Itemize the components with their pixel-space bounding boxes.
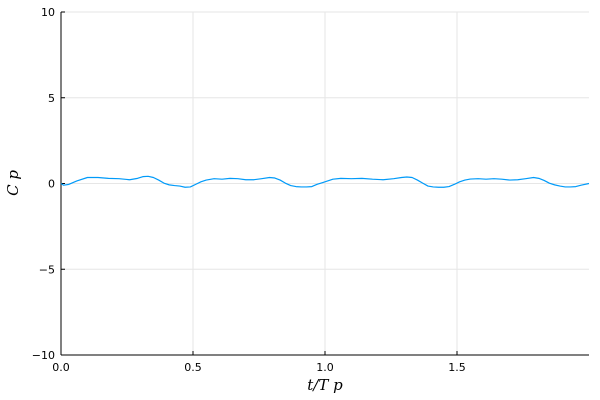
x-axis-label: t/T p bbox=[307, 376, 343, 394]
y-axis-label: C p bbox=[4, 170, 22, 196]
grid bbox=[60, 11, 589, 356]
y-tick-label: −10 bbox=[32, 349, 55, 362]
series-line bbox=[60, 175, 590, 188]
series bbox=[60, 175, 590, 188]
x-tick-label: 0.5 bbox=[184, 361, 202, 374]
y-tick-label: 5 bbox=[48, 92, 55, 105]
y-tick-label: 10 bbox=[41, 6, 55, 19]
x-tick-label: 1.0 bbox=[316, 361, 334, 374]
y-tick-label: 0 bbox=[48, 178, 55, 191]
y-tick-label: −5 bbox=[39, 263, 55, 276]
x-tick-label: 0.0 bbox=[52, 361, 70, 374]
ticks: 0.0 0.5 1.0 1.5 −10 −5 0 5 10 bbox=[32, 6, 466, 374]
x-tick-label: 1.5 bbox=[448, 361, 466, 374]
